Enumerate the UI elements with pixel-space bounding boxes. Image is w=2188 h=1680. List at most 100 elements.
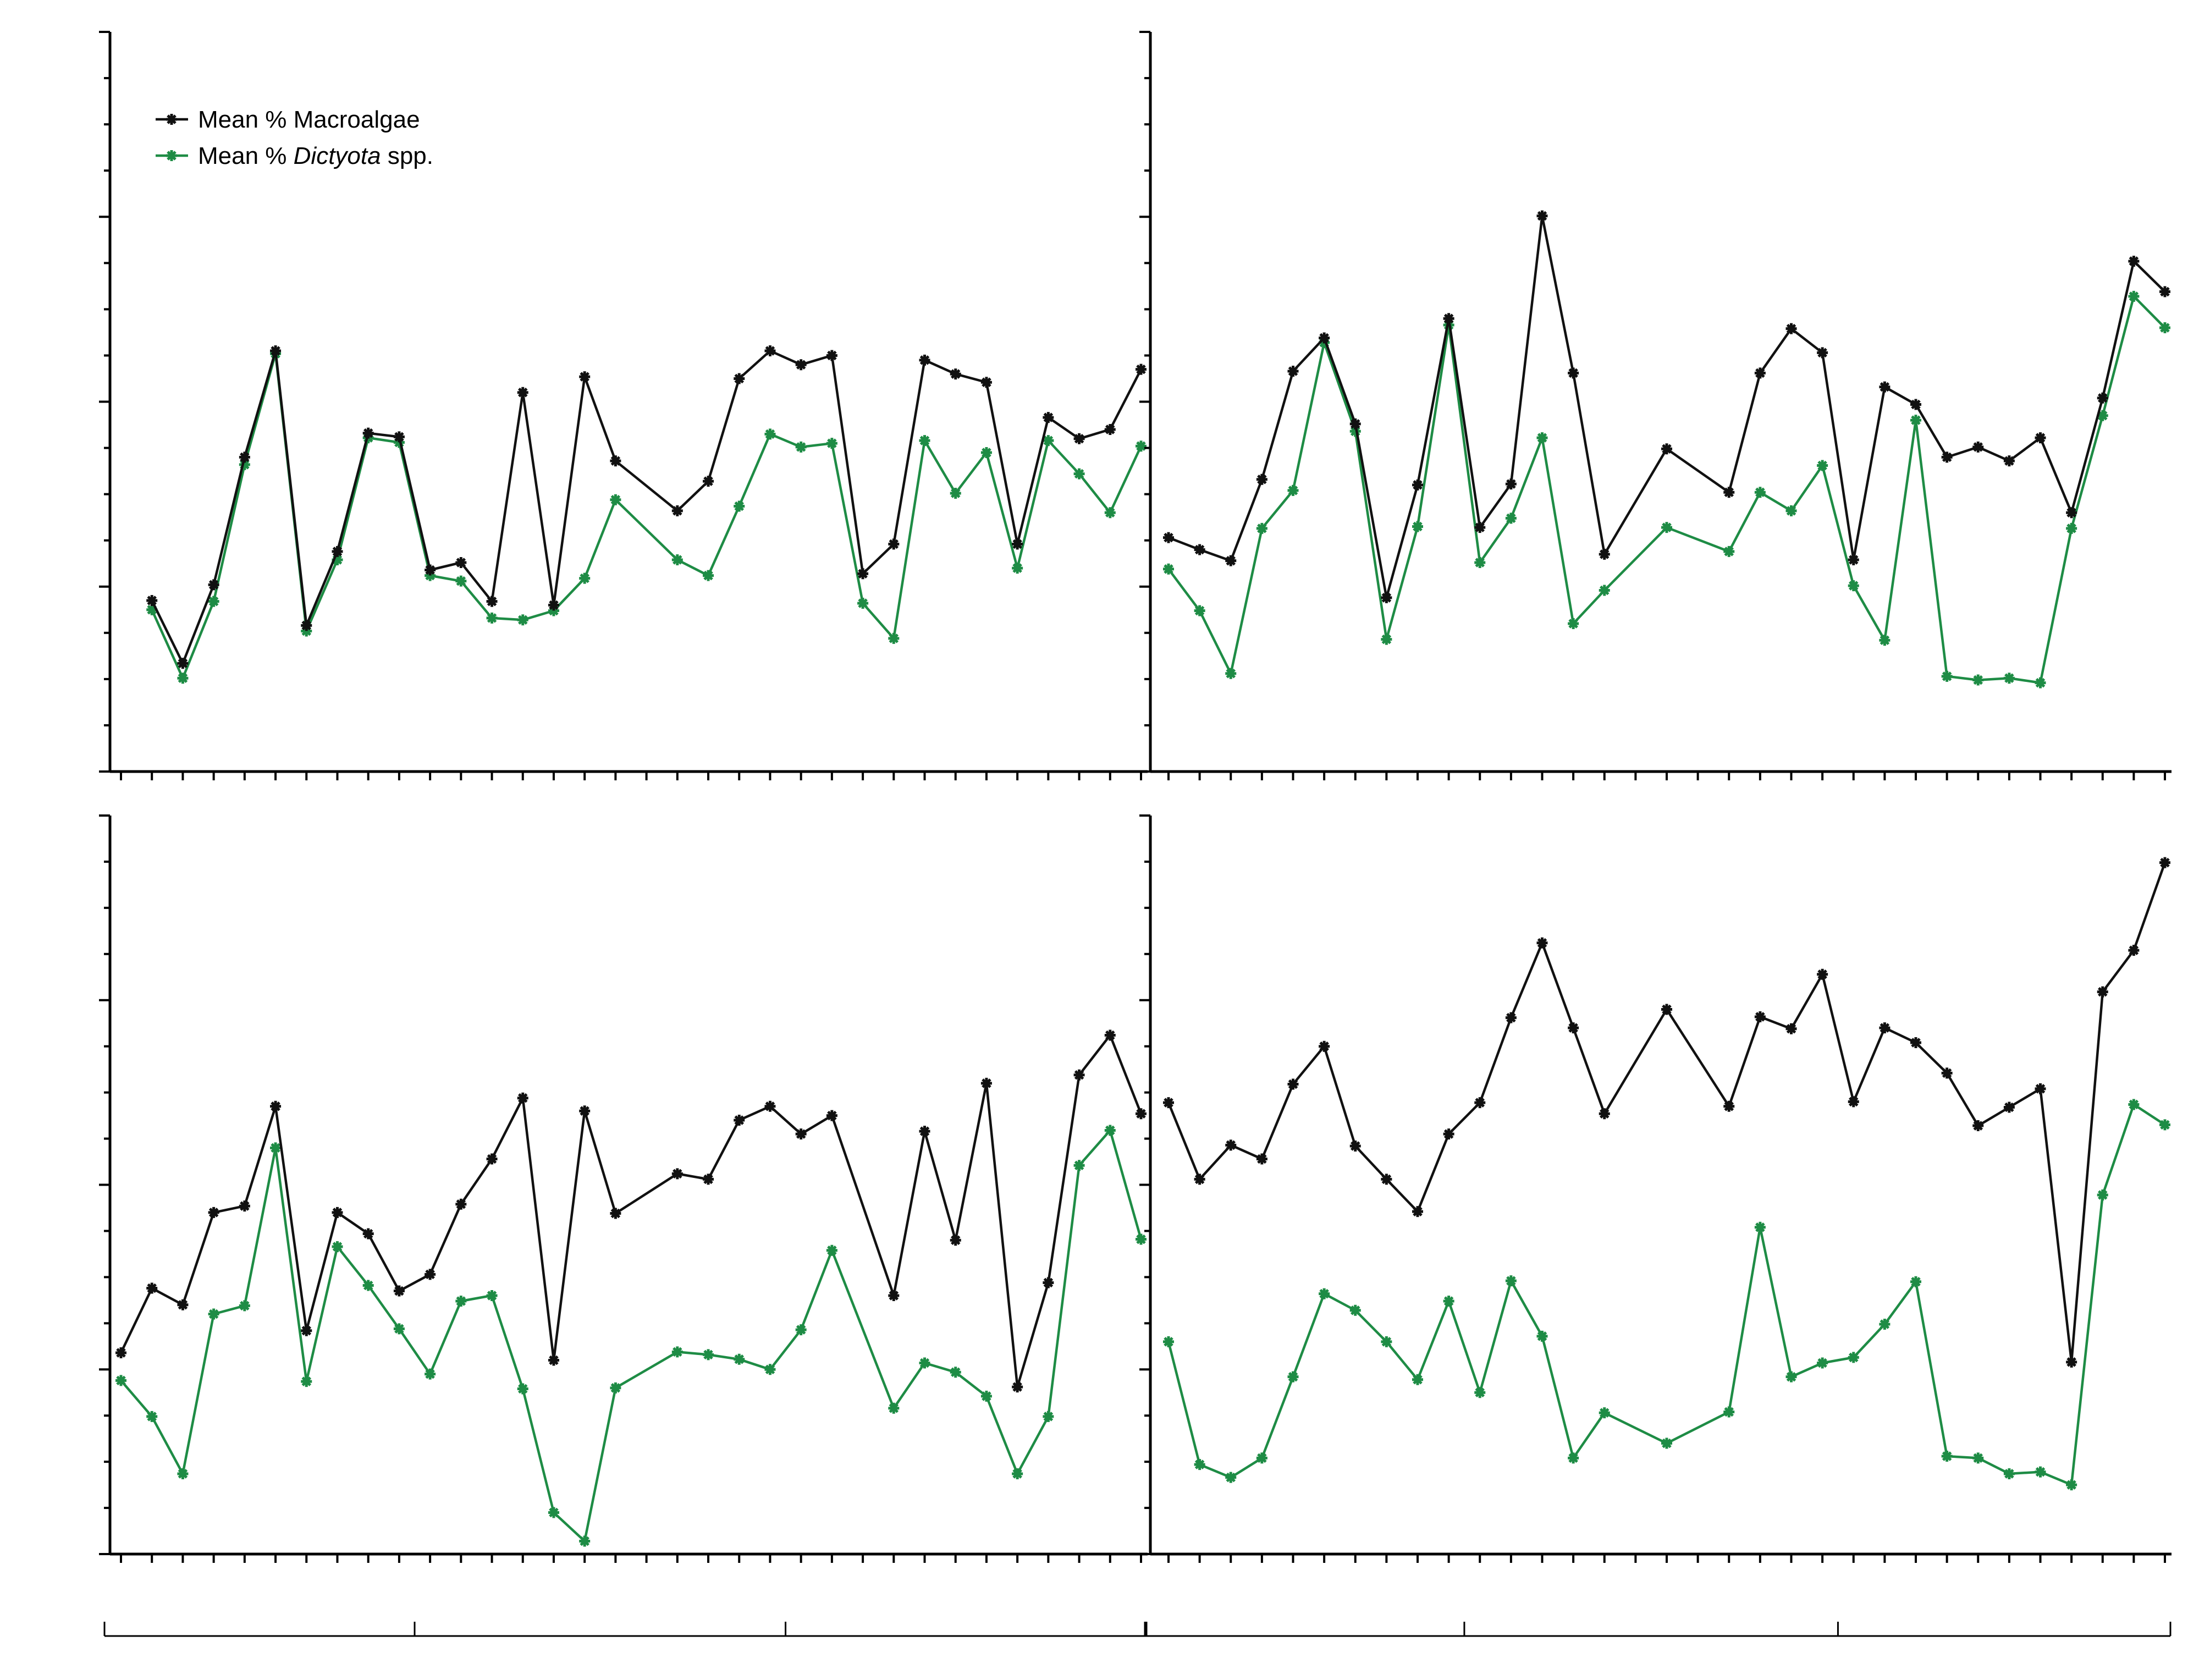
dictyota-point	[146, 1411, 158, 1422]
dictyota-point	[239, 459, 250, 470]
dictyota-point	[2097, 1189, 2108, 1200]
dictyota-point	[2035, 677, 2046, 688]
dictyota-point	[1012, 563, 1023, 574]
dictyota-point	[888, 1402, 900, 1414]
macroalgae-point	[455, 557, 467, 569]
dictyota-point	[826, 438, 837, 449]
macroalgae-point	[1136, 363, 1147, 375]
dictyota-point	[1474, 1387, 1486, 1398]
dictyota-point	[332, 1241, 343, 1252]
dictyota-point	[1505, 513, 1517, 524]
dictyota-point	[1104, 507, 1116, 519]
macroalgae-point	[301, 620, 312, 631]
dictyota-point	[2066, 522, 2077, 534]
macroalgae-point	[548, 599, 559, 611]
dictyota-point	[1754, 487, 1766, 498]
dictyota-point	[1910, 1276, 1921, 1287]
dictyota-point	[425, 570, 436, 581]
macroalgae-point	[703, 476, 714, 487]
dictyota-point	[517, 1383, 528, 1395]
dictyota-point	[1412, 1374, 1423, 1385]
dictyota-point	[610, 1382, 621, 1393]
macroalgae-point	[1848, 554, 1859, 565]
dictyota-point	[1910, 415, 1921, 426]
macroalgae-point	[2003, 1101, 2015, 1113]
macroalgae-point	[1505, 1012, 1517, 1023]
dictyota-point	[1256, 1452, 1267, 1464]
dictyota-point	[1073, 1160, 1085, 1171]
macroalgae-point	[1754, 1011, 1766, 1022]
dictyota-point	[579, 1535, 591, 1547]
dictyota-point	[764, 428, 776, 440]
macroalgae-point	[146, 1282, 158, 1294]
macroalgae-point	[1443, 313, 1454, 324]
dictyota-point	[950, 1367, 961, 1378]
dictyota-point	[1194, 1459, 1205, 1470]
dictyota-point	[1536, 1330, 1548, 1342]
macroalgae-point	[1194, 544, 1205, 555]
macroalgae-point	[1012, 538, 1023, 550]
dictyota-point	[1723, 546, 1735, 557]
macroalgae-point	[1319, 1040, 1330, 1052]
macroalgae-point	[270, 1100, 282, 1112]
macroalgae-point	[1941, 1067, 1953, 1079]
macroalgae-point	[1073, 1069, 1085, 1081]
dictyota-point	[1848, 580, 1859, 592]
macroalgae-point	[1043, 412, 1054, 423]
dictyota-point	[1941, 1451, 1953, 1462]
dictyota-point	[888, 632, 900, 644]
macroalgae-legend-prefix: Mean % Macroalgae	[198, 106, 420, 133]
macroalgae-point	[1381, 592, 1392, 603]
macroalgae-point	[393, 431, 405, 443]
dictyota-point	[1972, 674, 1984, 686]
dictyota-point	[1319, 1288, 1330, 1299]
dictyota-point	[919, 1357, 930, 1369]
dictyota-point	[1505, 1275, 1517, 1287]
dictyota-point	[1568, 618, 1579, 629]
macroalgae-series-line	[119, 1034, 1143, 1389]
dictyota-point	[2035, 1466, 2046, 1478]
macroalgae-point	[517, 1092, 528, 1104]
macroalgae-point	[1163, 532, 1174, 543]
dictyota-point	[1256, 522, 1267, 534]
dictyota-point	[826, 1244, 837, 1256]
dictyota-point	[208, 596, 219, 607]
macroalgae-point	[517, 387, 528, 398]
macroalgae-point	[1568, 367, 1579, 379]
macroalgae-legend-label: Mean % Macroalgae	[198, 106, 420, 133]
macroalgae-point	[1972, 441, 1984, 453]
macroalgae-point	[1474, 522, 1486, 533]
dictyota-point	[1012, 1468, 1023, 1479]
macroalgae-point	[1349, 418, 1361, 429]
dictyota-point	[301, 1376, 312, 1387]
macroalgae-point	[764, 345, 776, 357]
dictyota-point	[1661, 1437, 1672, 1449]
macroalgae-point	[548, 1354, 559, 1366]
macroalgae-point	[826, 1110, 837, 1121]
dictyota-point	[795, 441, 807, 453]
dictyota-point	[734, 500, 745, 512]
dictyota-point	[425, 1368, 436, 1380]
macroalgae-point	[1817, 968, 1828, 980]
dictyota-point	[1043, 1411, 1054, 1422]
dictyota-point	[1194, 605, 1205, 616]
macroalgae-point	[826, 350, 837, 361]
macroalgae-point	[919, 354, 930, 366]
macroalgae-point	[1972, 1120, 1984, 1132]
dictyota-point	[703, 570, 714, 581]
macroalgae-point	[1785, 323, 1797, 334]
dictyota-point	[1443, 1296, 1454, 1307]
dictyota-point	[239, 1300, 250, 1312]
macroalgae-point	[795, 1128, 807, 1140]
macroalgae-point	[2159, 857, 2170, 868]
chart-panel	[99, 31, 1148, 780]
dictyota-point	[1599, 585, 1610, 596]
macroalgae-point	[1661, 1004, 1672, 1015]
dictyota-point	[1287, 1371, 1299, 1382]
macroalgae-point	[2066, 507, 2077, 519]
macroalgae-point	[1225, 1139, 1237, 1151]
macroalgae-point	[425, 564, 436, 576]
dictyota-point	[1287, 484, 1299, 496]
macroalgae-point	[671, 505, 683, 516]
dictyota-point	[1817, 460, 1828, 471]
